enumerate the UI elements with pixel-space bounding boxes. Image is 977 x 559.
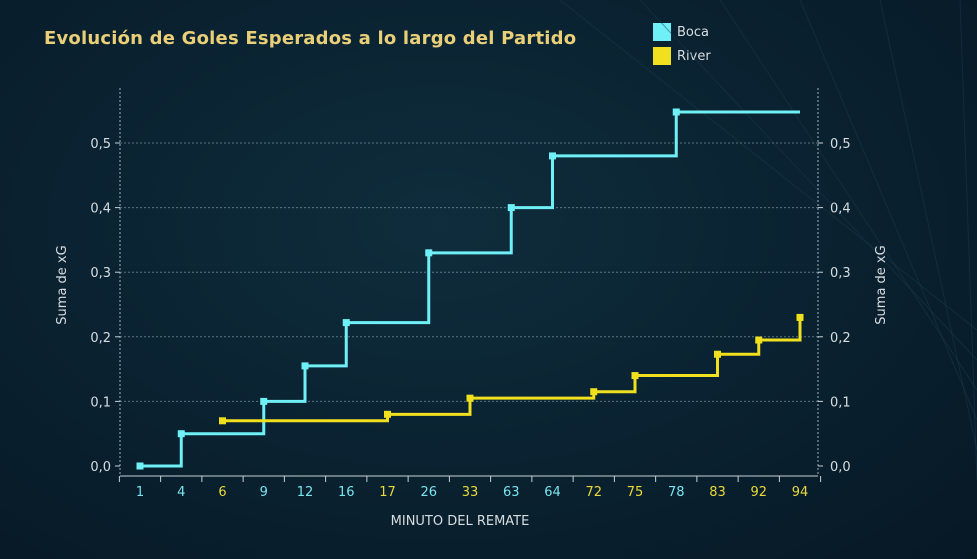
legend-item-river[interactable]: River [653,44,711,68]
bg-diagonal [639,0,977,361]
x-tick-label: 1 [136,485,144,500]
y-axis-title-left: Suma de xG [55,245,70,324]
x-axis-title: MINUTO DEL REMATE [391,514,530,529]
data-point-river [384,410,391,418]
y-tick-label-right: 0,5 [830,137,851,152]
x-tick-label: 4 [177,485,185,500]
x-tick-label: 33 [462,485,479,500]
x-tick-label: 92 [750,485,767,500]
y-tick-label-left: 0,4 [90,202,111,217]
series-layer [136,108,804,470]
data-point-boca [177,430,185,438]
data-point-boca [425,249,433,257]
series-line-boca [140,110,800,468]
x-tick-label: 16 [338,485,355,500]
y-tick-label-right: 0,4 [830,202,851,217]
bg-diagonal [799,0,977,421]
data-point-river [590,388,598,396]
y-tick-label-right: 0,3 [830,266,851,281]
y-tick-label-right: 0,0 [830,460,851,475]
y-axis-title-right: Suma de xG [874,245,889,324]
x-tick-label: 94 [792,485,809,500]
x-tick-label: 17 [379,485,396,500]
y-tick-label-right: 0,1 [830,395,851,410]
legend: Boca River [653,20,711,68]
x-tick-label: 64 [544,485,561,500]
bg-diagonal [959,0,977,481]
data-point-boca [136,462,144,470]
data-point-river [466,394,474,402]
data-point-river [714,350,721,358]
series-line-river [222,317,802,423]
data-point-boca [672,108,680,116]
legend-swatch-river [653,47,671,65]
y-tick-label-left: 0,1 [90,395,111,410]
legend-swatch-boca [653,23,671,41]
x-tick-label: 83 [709,485,726,500]
bg-diagonal [719,0,977,391]
bg-diagonal [879,0,977,451]
bg-diagonal [559,0,977,331]
legend-item-boca[interactable]: Boca [653,20,711,44]
y-tick-label-left: 0,3 [90,266,111,281]
y-tick-label-left: 0,2 [90,331,111,346]
x-tick-label: 63 [503,485,520,500]
data-point-boca [342,319,350,327]
data-point-boca [507,204,515,212]
data-point-river [631,372,639,380]
y-tick-label-left: 0,0 [90,460,111,475]
x-tick-label: 75 [627,485,644,500]
x-tick-label: 78 [668,485,685,500]
grid-lines [120,142,818,402]
y-tick-label-left: 0,5 [90,137,111,152]
data-point-river [796,313,804,321]
background-decoration [559,0,977,481]
data-point-boca [260,397,268,405]
x-tick-label: 9 [260,485,268,500]
x-tick-label: 72 [585,485,602,500]
x-tick-label: 12 [297,485,314,500]
data-point-river [219,417,226,425]
axes: 0,0 0,0 0,1 0,1 0,2 0,2 0,3 0,3 0,4 0,4 0,5 0,5 1 4 6 9… [90,88,851,500]
legend-label-boca: Boca [677,24,709,40]
data-point-boca [301,362,309,370]
chart-title: Evolución de Goles Esperados a lo largo … [44,28,577,49]
x-tick-label: 6 [218,485,226,500]
data-point-boca [549,152,556,160]
y-tick-label-right: 0,2 [830,331,851,346]
x-tick-label: 26 [420,485,437,500]
data-point-river [755,336,763,344]
legend-label-river: River [677,48,711,64]
